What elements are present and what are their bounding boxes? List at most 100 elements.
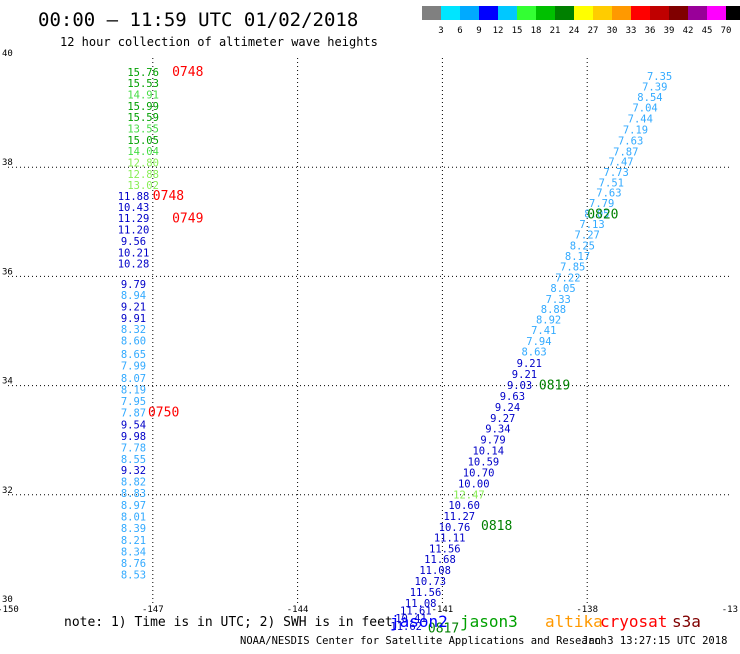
data-point-label: 10.73 [415,576,447,588]
scale-swatch [707,6,726,20]
scale-swatch [726,6,740,20]
scale-swatch [669,6,688,20]
data-point-label: 15.53 [127,78,159,90]
data-point-label: 8.25 [570,240,595,252]
data-point-label: 8.19 [121,384,146,396]
scale-label: 39 [664,26,675,36]
scale-swatch [441,6,460,20]
data-point-label: 11.56 [410,587,442,599]
data-point-label: 7.19 [623,125,648,137]
y-tick-label: 40 [2,49,13,59]
time-annotation: 0817 [428,621,459,636]
data-point-label: 11.29 [118,213,150,225]
data-point-label: 7.73 [604,167,629,179]
scale-swatch [555,6,574,20]
scale-label: 24 [569,26,580,36]
y-tick-label: 34 [2,377,13,387]
data-point-label: 7.35 [647,71,672,83]
data-point-label: 12.47 [453,489,485,501]
scale-label: 9 [476,26,481,36]
data-point-label: 8.76 [121,558,146,570]
scale-swatch [479,6,498,20]
footer-credit: NOAA/NESDIS Center for Satellite Applica… [240,635,607,647]
legend-jason3: jason3 [460,612,518,631]
data-point-label: 9.79 [121,279,146,291]
data-point-label: 8.01 [121,512,146,524]
data-point-label: 10.14 [472,446,504,458]
x-tick-label: -13 [722,605,738,615]
scale-swatch [460,6,479,20]
x-tick-label: -147 [142,605,164,615]
data-point-label: 13.02 [127,180,159,192]
data-point-label: 12.80 [127,157,159,169]
data-point-label: 10.28 [118,258,150,270]
data-point-label: 8.88 [541,304,566,316]
data-point-label: 9.34 [485,424,510,436]
data-point-label: 13.55 [127,123,159,135]
scale-swatch [631,6,650,20]
x-tick-label: -141 [432,605,454,615]
legend-jason2: jason2 [390,612,448,631]
data-point-label: 8.21 [121,535,146,547]
data-point-label: 8.39 [121,523,146,535]
data-point-label: 8.60 [121,335,146,347]
data-point-label: 9.32 [121,465,146,477]
data-point-label: 9.54 [121,419,146,431]
time-annotation: 0818 [481,519,512,534]
data-point-label: 14.04 [127,146,159,158]
scale-swatch [574,6,593,20]
data-point-label: 8.05 [550,283,575,295]
data-point-label: 10.70 [463,467,495,479]
data-point-label: 7.47 [608,157,633,169]
data-point-label: 9.24 [495,402,520,414]
legend-s3a: s3a [672,612,701,631]
data-point-label: 11.20 [118,224,150,236]
data-points: 11.8810.4311.2911.209.5610.2110.289.798.… [118,67,673,633]
data-point-label: 7.33 [546,294,571,306]
data-point-label: 10.41 [395,613,427,625]
data-point-label: 11.27 [443,511,475,523]
data-point-label: 14.91 [127,90,159,102]
x-tick-label: -138 [576,605,598,615]
data-point-label: 9.98 [121,431,146,443]
data-point-label: 8.32 [121,324,146,336]
data-point-label: 7.13 [579,219,604,231]
data-point-label: 7.94 [526,336,551,348]
data-point-label: 11.08 [405,598,437,610]
time-annotation: 0750 [148,405,179,420]
data-point-label: 11.11 [434,532,466,544]
data-point-label: 7.78 [121,442,146,454]
data-point-label: 11.68 [424,554,456,566]
data-point-label: 8.97 [121,500,146,512]
data-point-label: 8.17 [565,251,590,263]
footer-timestamp: Jan 3 13:27:15 UTC 2018 [582,635,727,647]
scale-label: 6 [457,26,462,36]
data-point-label: 8.53 [121,570,146,582]
scale-label: 45 [702,26,713,36]
data-point-label: 7.79 [589,198,614,210]
data-point-label: 9.21 [512,369,537,381]
data-point-label: 8.94 [121,290,146,302]
data-point-label: 15.76 [127,67,159,79]
y-tick-label: 30 [2,595,13,605]
scale-label: 18 [531,26,542,36]
data-point-label: 11.88 [118,191,150,203]
data-point-label: 9.56 [121,236,146,248]
data-point-label: 9.91 [121,313,146,325]
data-point-label: 8.34 [121,547,146,559]
scale-swatch [612,6,631,20]
data-point-label: 9.21 [517,358,542,370]
scale-label: 21 [550,26,561,36]
axis-tick-labels: 30 32 34 36 38 40 -150 -147 -144 -141 -138 -13 [0,49,738,615]
scale-swatch [536,6,555,20]
data-point-label: 11.61 [400,606,432,618]
data-point-label: 7.63 [596,187,621,199]
scale-swatch [688,6,707,20]
scale-label: 42 [683,26,694,36]
data-point-label: 8.82 [121,477,146,489]
time-annotation: 0748 [172,65,203,80]
time-annotation: 0819 [539,379,570,394]
